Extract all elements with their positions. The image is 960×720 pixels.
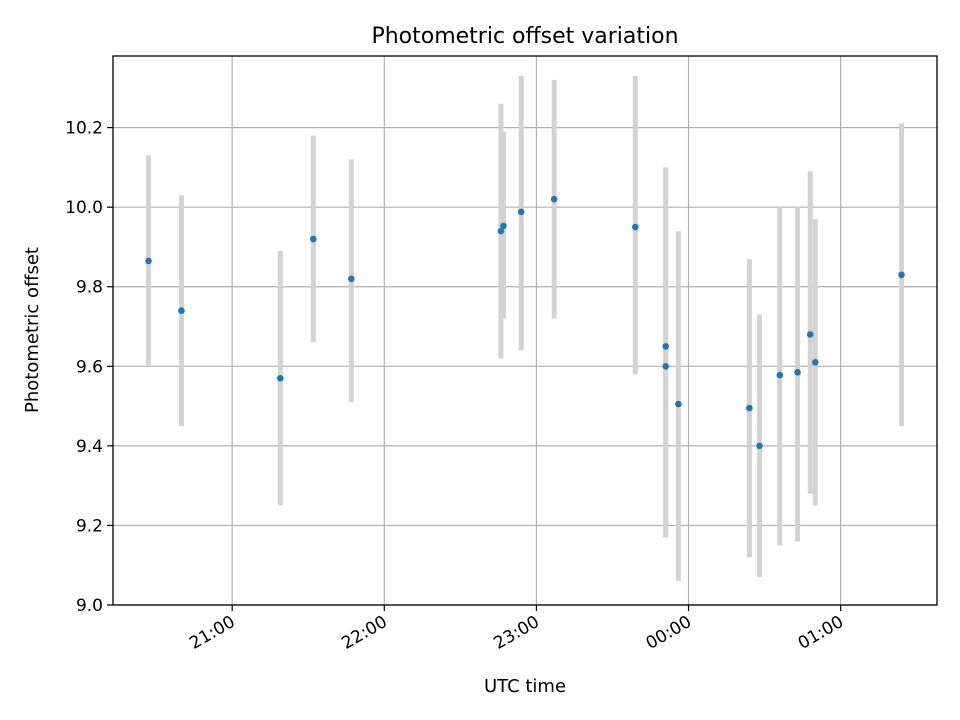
data-point [675,400,682,408]
y-tick-label: 9.8 [76,278,103,298]
chart-title: Photometric offset variation [371,24,678,49]
data-point [348,275,355,283]
data-points [145,195,905,450]
data-point [178,307,185,314]
plot-frame [112,55,938,606]
y-axis-label: Photometric offset [22,247,43,413]
data-point [756,442,763,450]
x-axis-label: UTC time [484,676,566,697]
data-point [812,359,819,366]
data-point [500,222,507,230]
data-point [794,368,801,376]
y-tick-label: 9.4 [76,437,103,457]
y-tick-label: 9.2 [76,516,103,536]
data-point [277,374,284,382]
data-point [309,235,317,243]
data-point [776,371,784,379]
data-point [662,343,670,350]
data-point [517,208,525,216]
data-point [662,363,670,370]
y-tick-label: 10.0 [65,198,103,218]
y-tick-label: 9.0 [76,596,103,616]
data-point [497,227,505,235]
grid [113,56,937,606]
data-point [631,223,639,231]
data-point [746,404,753,412]
data-point [550,195,558,203]
data-point [898,271,905,279]
y-tick-label: 10.2 [65,119,103,139]
data-point [806,331,814,338]
data-point [145,257,152,265]
y-tick-label: 9.6 [76,357,103,377]
